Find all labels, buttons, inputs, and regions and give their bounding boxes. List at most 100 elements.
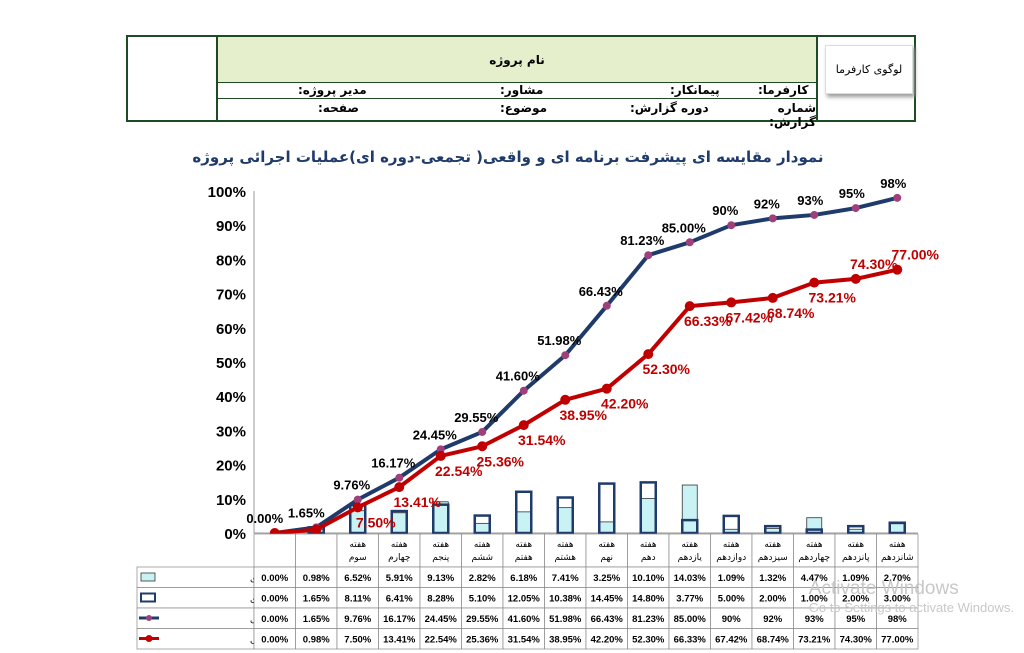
category-cell [336, 533, 379, 568]
table-cell-value: 1.32% [759, 573, 786, 584]
category-cell [295, 533, 338, 568]
y-tick-label: 50% [216, 355, 246, 372]
category-label-2: ششم [471, 553, 493, 563]
period-planned-bar [390, 509, 408, 535]
actual-cumulative-label: 73.21% [809, 290, 857, 306]
legend-key-period-planned [140, 592, 156, 603]
period-actual-bar [640, 498, 657, 534]
report-period-label: دوره گزارش: [630, 101, 709, 115]
period-planned-bar [515, 490, 533, 535]
planned-cumulative-point [851, 204, 860, 213]
table-cell-value: 2.70% [884, 573, 911, 584]
actual-cumulative-point [684, 301, 695, 312]
table-cell-value: 12.05% [508, 594, 541, 605]
planned-cumulative-point [685, 238, 694, 247]
table-cell-value: 92% [763, 614, 783, 625]
table-cell-value: 3.00% [884, 594, 911, 605]
category-label-1: هفته [557, 540, 574, 550]
category-cell [378, 533, 421, 568]
actual-cumulative-point [892, 264, 903, 275]
table-cell-value: 9.13% [427, 573, 454, 584]
actual-cumulative-point [477, 441, 488, 452]
table-cell-value: 9.76% [344, 614, 371, 625]
planned-cumulative-label: 92% [754, 196, 780, 211]
period-actual-bar [515, 511, 532, 534]
actual-cumulative-label: 52.30% [643, 361, 691, 377]
period-planned-bar [681, 518, 699, 535]
category-label-1: هفته [806, 540, 823, 550]
y-tick-label: 90% [216, 218, 246, 235]
planned-cumulative-point [644, 251, 653, 260]
category-label-2: هشتم [555, 553, 577, 563]
table-cell-value: 2.82% [469, 573, 496, 584]
period-planned-bar [764, 524, 782, 535]
category-label-1: هفته [889, 540, 906, 550]
table-cell-value: 1.00% [801, 594, 828, 605]
period-planned-bar [598, 482, 616, 535]
category-label-2: دهم [641, 553, 656, 563]
consultant-label: مشاور: [500, 83, 544, 97]
period-actual-bar [474, 522, 491, 534]
table-cell-value: 51.98% [549, 614, 582, 625]
planned-cumulative-point [478, 427, 487, 436]
actual-cumulative-label: 66.33% [684, 313, 732, 329]
table-cell-value: 8.11% [345, 594, 372, 605]
actual-cumulative-line [274, 267, 898, 535]
planned-cumulative-point [353, 495, 362, 504]
table-cell-value: 1.65% [303, 614, 330, 625]
table-cell-value: 68.74% [757, 635, 790, 646]
y-tick-label: 10% [216, 492, 246, 509]
planned-cumulative-label: 41.60% [496, 369, 541, 384]
table-cell-value: 10.38% [549, 594, 582, 605]
actual-cumulative-label: 42.20% [601, 396, 649, 412]
table-cell-value: 16.17% [383, 614, 416, 625]
table-cell [876, 628, 919, 650]
actual-cumulative-point [311, 524, 322, 535]
category-label-1: هفته [681, 540, 698, 550]
table-cell-value: 31.54% [508, 635, 541, 646]
windows-activation-watermark: Activate Windows Go to Settings to activ… [809, 578, 1014, 615]
table-cell-value: 3.25% [593, 573, 620, 584]
category-label-1: هفته [349, 540, 366, 550]
actual-cumulative-point [850, 273, 861, 284]
planned-cumulative-label: 95% [839, 186, 865, 201]
category-label-2: هفتم [515, 553, 533, 563]
period-planned-bar [432, 503, 450, 535]
table-cell-value: 14.03% [674, 573, 707, 584]
actual-cumulative-point [809, 277, 820, 288]
planned-cumulative-label: 9.76% [333, 478, 370, 493]
category-label-1: هفته [640, 540, 657, 550]
client-logo-box: لوگوی کارفرما [825, 45, 913, 94]
table-cell-value: 85.00% [674, 614, 707, 625]
category-label-2: سیزدهم [758, 553, 788, 563]
planned-cumulative-label: 85.00% [662, 220, 707, 235]
table-cell-value: 42.20% [591, 635, 624, 646]
period-actual-bar [598, 521, 615, 534]
planned-cumulative-point [395, 473, 404, 482]
planned-cumulative-point [602, 301, 611, 310]
category-cell [544, 533, 587, 568]
actual-cumulative-point [435, 450, 446, 461]
legend-key-actual-cumulative-marker [145, 635, 153, 642]
project-name-cell: نام پروژه [218, 37, 816, 83]
planned-cumulative-label: 24.45% [413, 427, 458, 442]
table-cell-value: 0.98% [303, 573, 330, 584]
category-cell [502, 533, 545, 568]
table-cell-value: 38.95% [549, 635, 582, 646]
category-label-1: هفته [391, 540, 408, 550]
table-cell-value: 74.30% [840, 635, 873, 646]
table-cell-value: 6.52% [344, 573, 371, 584]
table-cell-value: 66.33% [674, 635, 707, 646]
category-label-1: هفته [764, 540, 781, 550]
table-cell-value: 22.54% [425, 635, 458, 646]
actual-cumulative-label: 74.30% [850, 256, 898, 272]
table-cell-value: 5.91% [386, 573, 413, 584]
period-planned-bar [722, 514, 740, 535]
period-actual-bar [557, 507, 574, 534]
table-cell-value: 95% [846, 614, 866, 625]
project-manager-label: مدیر پروژه: [298, 83, 367, 97]
category-label-1: هفته [515, 540, 532, 550]
project-name: نام پروژه [489, 52, 545, 67]
table-cell-value: 25.36% [466, 635, 499, 646]
table-cell-value: 2.00% [759, 594, 786, 605]
